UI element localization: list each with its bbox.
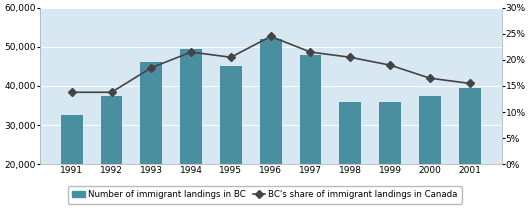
Bar	[180, 49, 202, 208]
Bar	[458, 88, 481, 208]
Legend: Number of immigrant landings in BC, BC's share of immigrant landings in Canada: Number of immigrant landings in BC, BC's…	[68, 186, 462, 204]
Bar	[339, 102, 361, 208]
Bar	[260, 39, 281, 208]
BC's share of immigrant landings in Canada	[148, 67, 155, 69]
BC's share of immigrant landings in Canada	[427, 77, 433, 79]
BC's share of immigrant landings in Canada	[307, 51, 314, 53]
Bar	[299, 55, 321, 208]
BC's share of immigrant landings in Canada	[347, 56, 354, 58]
Bar	[61, 115, 83, 208]
Bar	[140, 62, 162, 208]
Bar	[419, 96, 441, 208]
Bar	[379, 102, 401, 208]
Line: BC's share of immigrant landings in Canada: BC's share of immigrant landings in Cana…	[69, 34, 472, 95]
Bar	[101, 96, 122, 208]
BC's share of immigrant landings in Canada	[228, 56, 234, 58]
BC's share of immigrant landings in Canada	[188, 51, 195, 53]
BC's share of immigrant landings in Canada	[68, 91, 75, 94]
Bar	[220, 66, 242, 208]
BC's share of immigrant landings in Canada	[108, 91, 114, 94]
BC's share of immigrant landings in Canada	[387, 64, 393, 66]
BC's share of immigrant landings in Canada	[466, 82, 473, 85]
BC's share of immigrant landings in Canada	[268, 35, 274, 38]
